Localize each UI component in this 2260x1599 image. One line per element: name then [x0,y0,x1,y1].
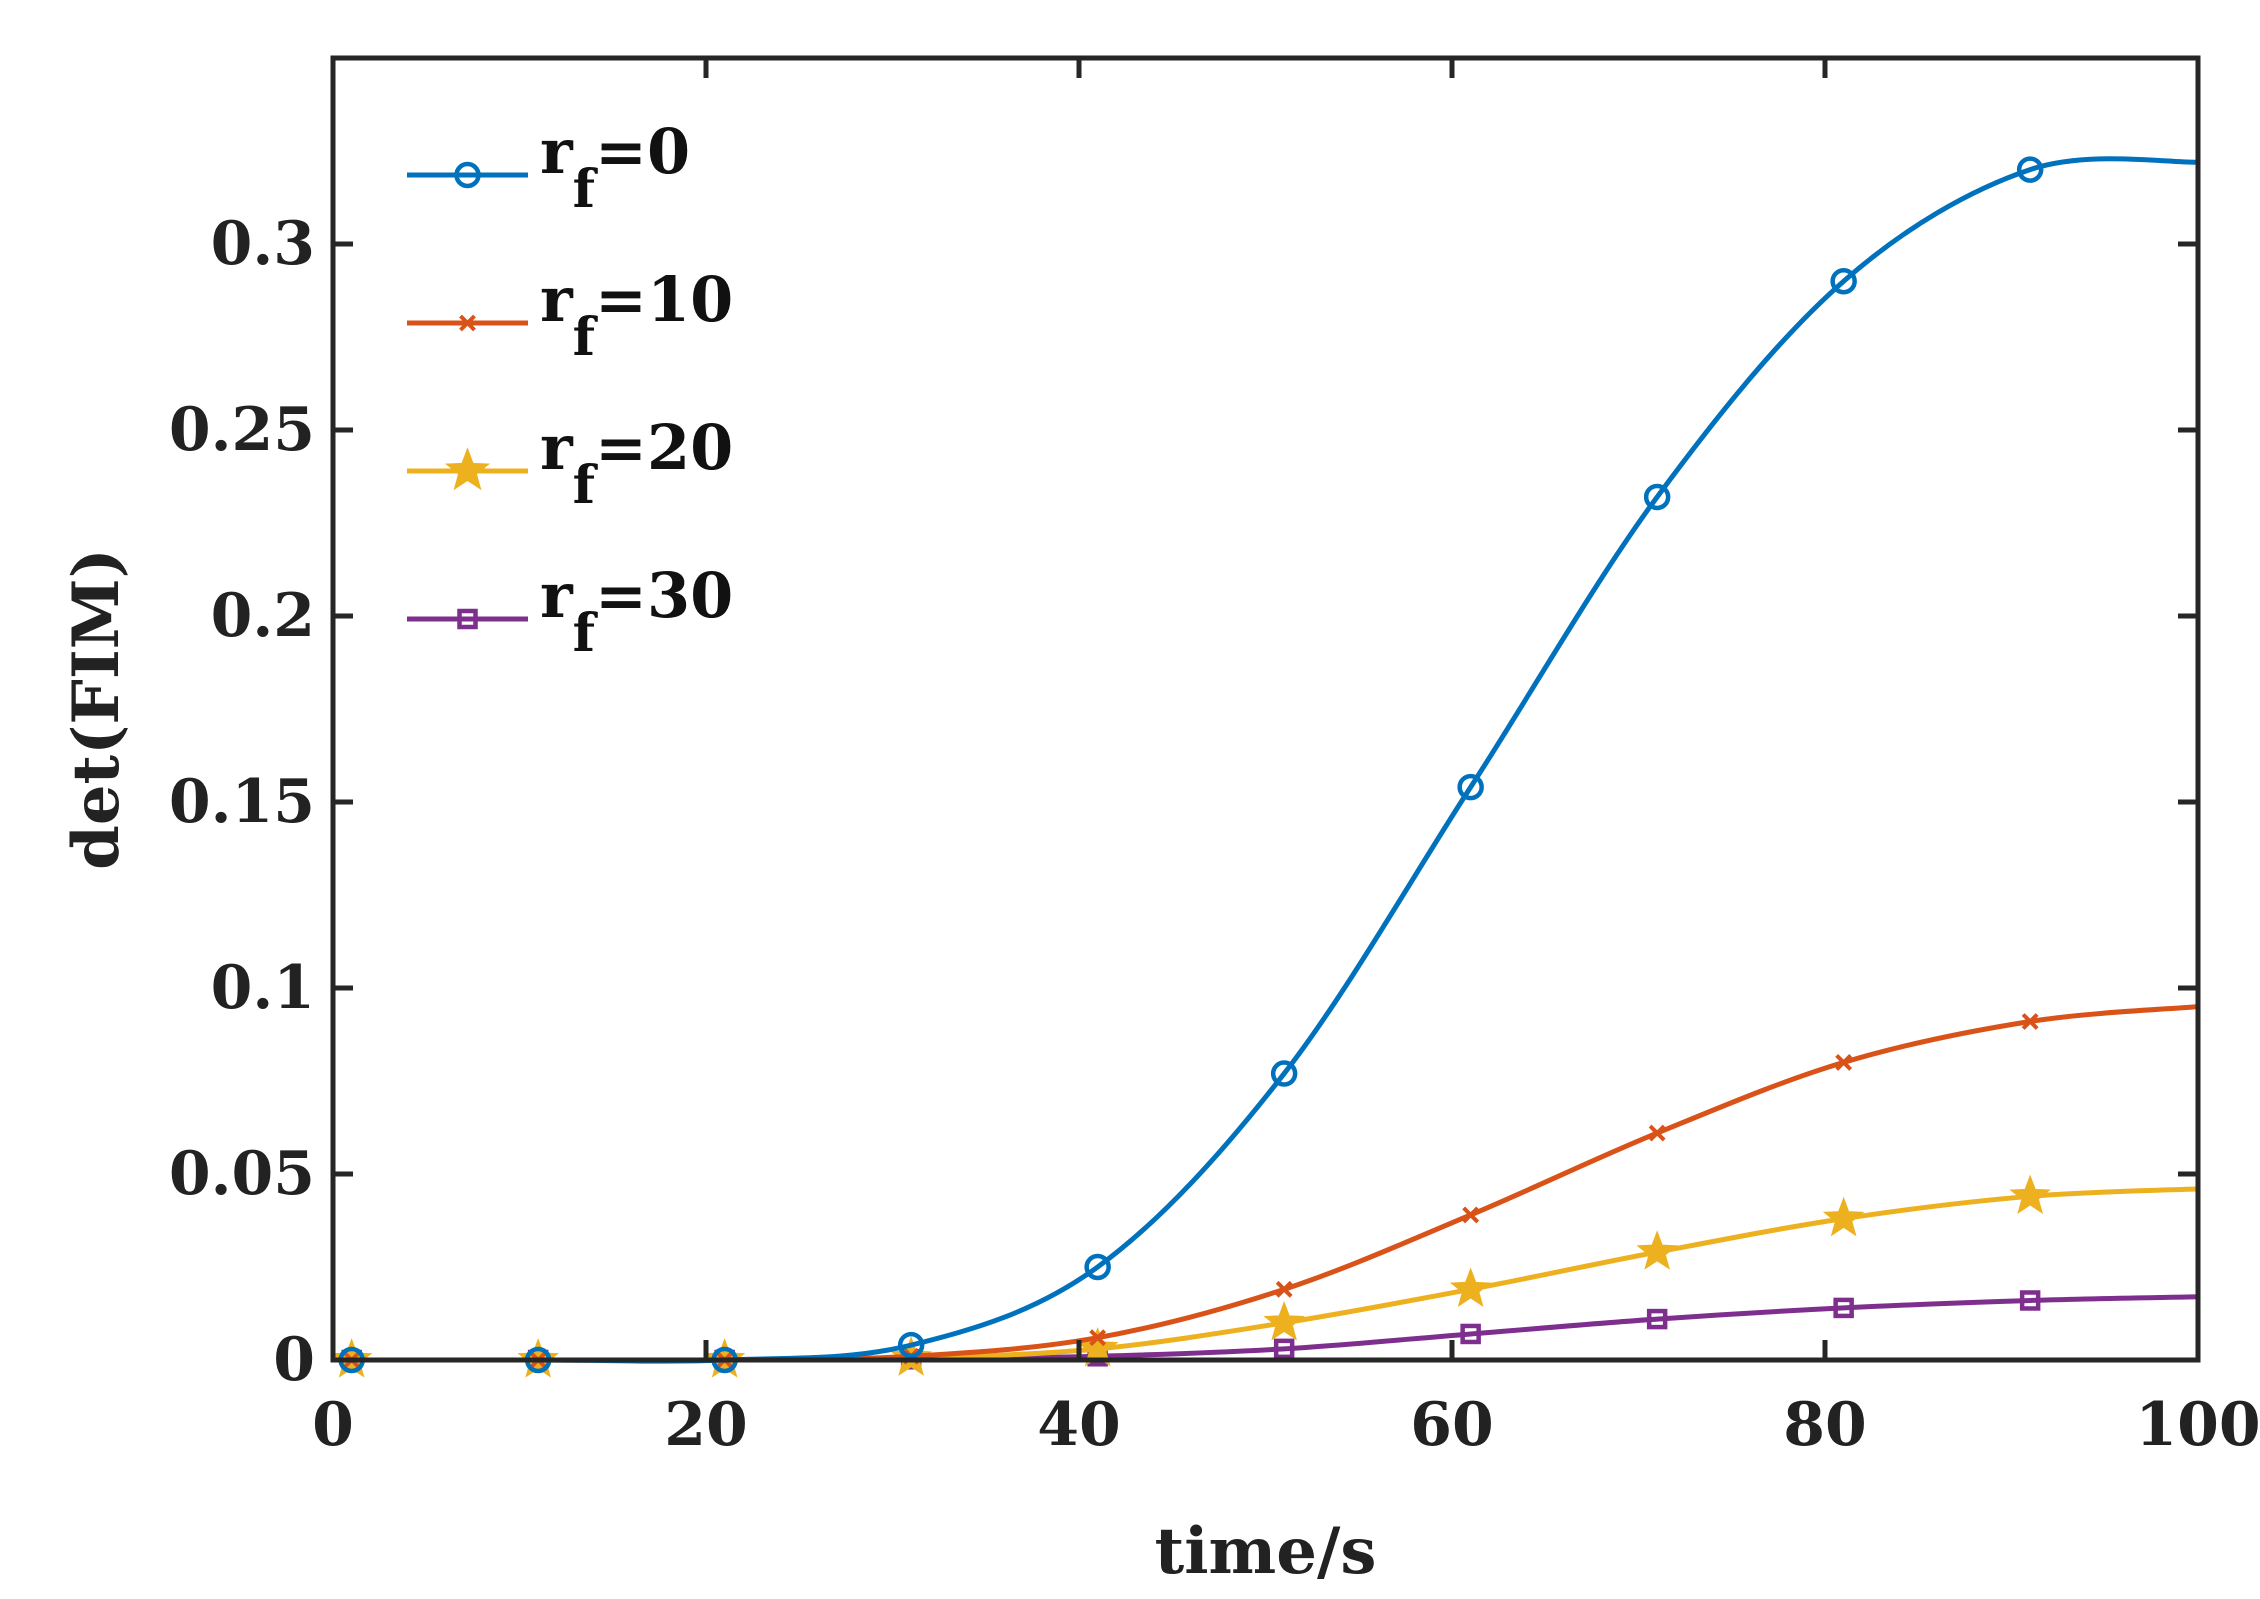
x-stroke [1275,1280,1293,1298]
x-stroke [1089,1329,1107,1347]
y-axis-title: det(FIM) [59,548,134,870]
data-point-marker [1462,1206,1480,1224]
x-tick-label: 20 [664,1390,748,1460]
data-point-marker [2009,1174,2051,1214]
legend-label: rf=30 [540,559,733,664]
data-point-marker [1457,773,1484,801]
legend-label-main: r [540,115,574,188]
data-point-marker [1648,1124,1666,1142]
data-point-marker [1263,1300,1305,1341]
data-point-marker [1089,1329,1107,1347]
legend-label: rf=20 [540,411,733,516]
legend-label-sub: f [573,603,599,664]
data-point-marker [1833,1297,1854,1319]
data-point-marker [1835,1053,1853,1071]
legend-label: rf=0 [540,115,690,220]
x-stroke [459,314,476,332]
x-tick-label: 80 [1783,1390,1867,1460]
legend-label-tail: =10 [595,263,733,336]
x-stroke [1835,1053,1853,1071]
data-point-marker [1643,483,1671,511]
x-tick-label: 60 [1410,1390,1494,1460]
legend-marker [457,608,478,630]
y-tick-label: 0 [273,1325,315,1395]
x-stroke [1462,1206,1480,1224]
legend-label-tail: =30 [595,559,733,632]
data-point-marker [1822,1196,1865,1237]
x-axis-title: time/s [1155,1514,1377,1589]
legend-label-tail: =0 [595,115,690,188]
legend-label: rf=10 [540,263,733,368]
legend-label-tail: =20 [595,411,733,484]
y-tick-label: 0.1 [211,953,315,1023]
axes-layer: 0 20 40 60 80 100 0 0.05 0.1 0.15 0.2 0.25 0.3 [169,55,2260,1460]
legend-marker [444,447,491,491]
y-tick-label: 0.2 [211,581,315,651]
data-point-marker [1460,1323,1481,1345]
legend-label-main: r [540,559,574,632]
data-point-marker [1273,1338,1295,1360]
x-tick-label: 0 [312,1390,354,1460]
legend-marker [459,314,476,332]
data-point-marker [1270,1060,1298,1087]
legend-label-main: r [540,263,574,336]
data-point-marker [1449,1267,1492,1307]
legend-entry-rf-10: rf=10 [407,263,733,368]
legend-label-main: r [540,411,574,484]
data-point-marker [2016,156,2044,183]
legend-label-sub: f [573,159,599,220]
x-stroke [2021,1013,2039,1030]
data-point-marker [1076,1326,1119,1367]
data-point-marker [2021,1013,2039,1030]
x-tick-label: 100 [2135,1390,2260,1460]
legend-label-sub: f [573,307,599,368]
data-point-marker [1084,1253,1111,1281]
legend-entry-rf-20: rf=20 [407,411,733,516]
data-point-marker [1275,1280,1293,1298]
data-point-marker [1636,1230,1678,1270]
legend-label-sub: f [573,455,599,516]
data-point-marker [2019,1290,2041,1311]
data-point-marker [1646,1308,1668,1330]
legend-entry-rf-30: rf=30 [407,559,733,664]
legend-entry-rf-0: rf=0 [407,115,690,220]
y-tick-label: 0.15 [169,767,315,837]
y-tick-label: 0.25 [169,395,315,465]
data-point-marker [1830,267,1857,295]
data-point-marker [897,1331,925,1359]
y-tick-label: 0.3 [211,209,315,279]
legend-marker [454,161,481,189]
y-tick-label: 0.05 [169,1139,315,1209]
x-stroke [1648,1124,1666,1142]
plot-frame [330,55,2201,1363]
x-tick-label: 40 [1037,1390,1121,1460]
